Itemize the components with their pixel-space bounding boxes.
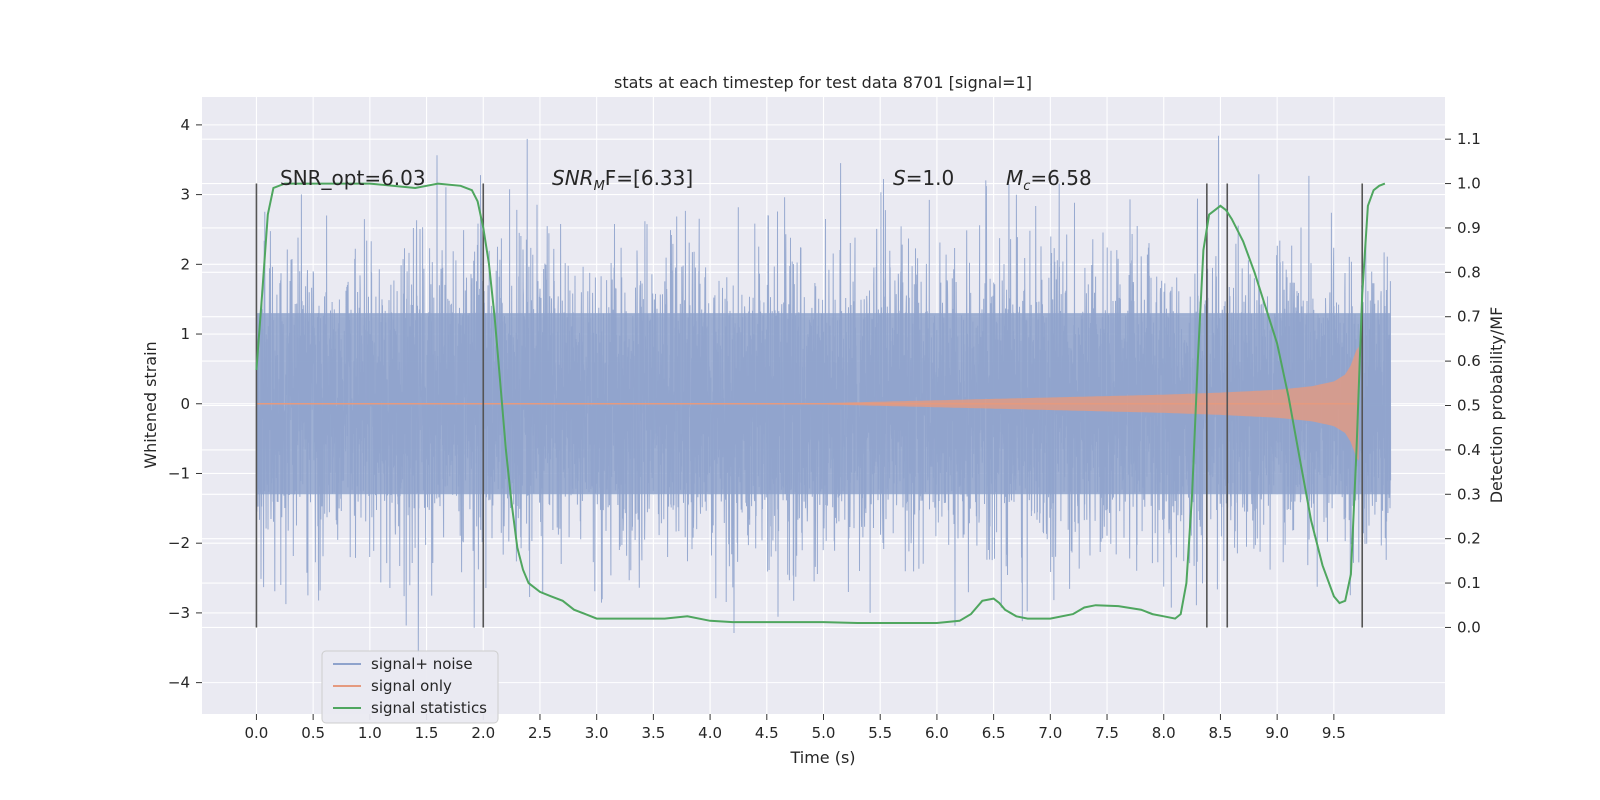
x-tick-label: 4.5 (755, 724, 779, 742)
legend-label-signal-only: signal only (371, 677, 452, 695)
y-tick-label-left: 4 (180, 116, 190, 134)
y-axis-label-right: Detection probability/MF (1487, 307, 1506, 504)
signal-statistics-series (255, 182, 1386, 624)
y-tick-label-left: 0 (180, 395, 190, 413)
annotation-snr-opt: SNR_opt=6.03 (280, 166, 426, 190)
y-tick-label-right: 0.8 (1457, 263, 1481, 281)
x-tick-label: 3.5 (641, 724, 665, 742)
vertical-markers (255, 183, 1364, 628)
y-tick-label-left: −4 (168, 674, 190, 692)
x-tick-label: 5.5 (868, 724, 892, 742)
y-tick-label-right: 0.6 (1457, 352, 1481, 370)
x-tick-label: 2.0 (471, 724, 495, 742)
y-tick-label-right: 0.7 (1457, 308, 1481, 326)
y-tick-label-left: −2 (168, 534, 190, 552)
legend: signal+ noise signal only signal statist… (321, 650, 499, 724)
y-tick-label-right: 1.1 (1457, 130, 1481, 148)
x-tick-label: 6.0 (925, 724, 949, 742)
legend-label-signal-statistics: signal statistics (371, 699, 487, 717)
y-tick-label-right: 0.3 (1457, 485, 1481, 503)
y-tick-label-right: 0.5 (1457, 397, 1481, 415)
annotation-s: S=1.0 (893, 166, 954, 190)
signal-statistics-line (255, 182, 1386, 624)
x-tick-label: 9.5 (1322, 724, 1346, 742)
signal-only-series (256, 346, 1359, 461)
legend-label-signal-noise: signal+ noise (371, 655, 473, 673)
x-tick-label: 8.0 (1152, 724, 1176, 742)
y-tick-label-left: −1 (168, 464, 190, 482)
y-tick-label-right: 1.0 (1457, 175, 1481, 193)
x-tick-label: 0.5 (301, 724, 325, 742)
x-tick-label: 2.5 (528, 724, 552, 742)
annotation-snr-mf: SNRMF=[6.33] (552, 166, 693, 194)
y-tick-label-left: 1 (180, 325, 190, 343)
x-tick-label: 6.5 (982, 724, 1006, 742)
x-axis-label: Time (s) (789, 748, 855, 767)
legend-box (321, 650, 499, 724)
y-tick-label-right: 0.0 (1457, 618, 1481, 636)
y-tick-label-right: 0.9 (1457, 219, 1481, 237)
x-tick-label: 9.0 (1265, 724, 1289, 742)
tick-labels: 0.0 0.5 1.0 1.5 2.0 2.5 3.0 3.5 4.0 4.5 5.0 5.5 6.0 6… (168, 116, 1481, 742)
y-tick-label-right: 0.4 (1457, 441, 1481, 459)
x-tick-label: 5.0 (812, 724, 836, 742)
y-tick-label-left: 3 (180, 186, 190, 204)
x-tick-label: 7.5 (1095, 724, 1119, 742)
x-tick-label: 8.5 (1209, 724, 1233, 742)
x-tick-label: 0.0 (245, 724, 269, 742)
y-tick-label-left: 2 (180, 255, 190, 273)
y-tick-label-right: 0.1 (1457, 574, 1481, 592)
x-tick-label: 3.0 (585, 724, 609, 742)
y-tick-label-right: 0.2 (1457, 530, 1481, 548)
x-tick-label: 1.5 (415, 724, 439, 742)
x-tick-label: 1.0 (358, 724, 382, 742)
annotation-mc: Mc=6.58 (1006, 166, 1092, 194)
chart-title: stats at each timestep for test data 870… (614, 73, 1032, 92)
x-tick-label: 7.0 (1038, 724, 1062, 742)
y-axis-label-left: Whitened strain (141, 341, 160, 468)
y-tick-label-left: −3 (168, 604, 190, 622)
x-tick-label: 4.0 (698, 724, 722, 742)
